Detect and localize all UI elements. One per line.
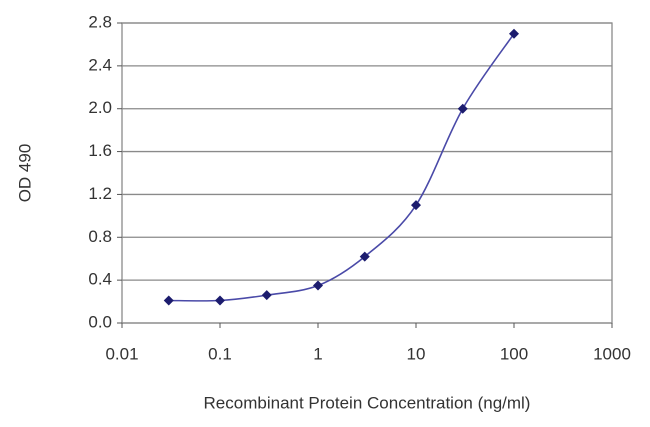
x-tick-label: 100 [500,344,528,363]
data-point [359,251,370,262]
data-point [457,103,468,114]
y-tick-label: 0.4 [88,270,112,289]
x-tick-label: 1 [313,344,322,363]
y-tick-label: 1.6 [88,141,112,160]
x-tick-label: 10 [407,344,426,363]
x-tick-label: 0.01 [105,344,138,363]
data-point [163,295,174,306]
y-tick-label: 2.8 [88,12,112,31]
data-point [411,200,421,211]
data-point [261,290,272,301]
x-axis-label: Recombinant Protein Concentration (ng/ml… [204,393,531,412]
data-point [215,295,225,306]
y-tick-label: 2.0 [88,98,112,117]
y-axis-label: OD 490 [15,144,34,203]
data-point [509,28,519,39]
x-tick-label: 0.1 [208,344,232,363]
y-tick-label: 0.8 [88,227,112,246]
y-tick-label: 2.4 [88,55,112,74]
y-tick-label: 0.0 [88,312,112,331]
x-tick-label: 1000 [593,344,631,363]
data-point [313,280,323,291]
plot-area [121,22,613,324]
y-tick-label: 1.2 [88,184,112,203]
